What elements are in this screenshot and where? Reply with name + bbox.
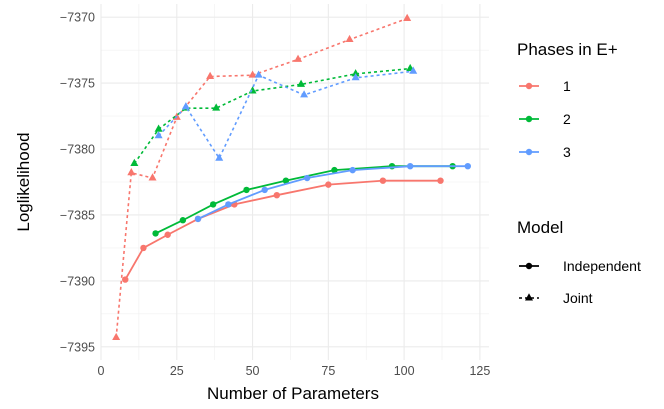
y-tick-label: −7375 xyxy=(60,77,95,91)
legend-label-model: Independent xyxy=(563,258,641,274)
data-point-triangle xyxy=(409,66,418,74)
data-point-triangle xyxy=(148,173,157,181)
series-line-phase-3-joint xyxy=(158,70,414,160)
data-point-circle xyxy=(349,166,356,174)
data-point-circle xyxy=(464,162,471,170)
data-point-triangle xyxy=(181,102,190,110)
data-point-circle xyxy=(152,230,159,237)
legend: Phases in E+ 1 2 3 Model Independent Joint xyxy=(517,40,641,306)
data-point-triangle xyxy=(300,90,309,98)
data-point-circle xyxy=(406,162,414,170)
y-axis-title: Loglikelihood xyxy=(14,132,33,231)
y-tick-label: −7370 xyxy=(60,11,95,25)
data-point-triangle xyxy=(294,54,303,62)
x-tick-label: 25 xyxy=(170,364,184,378)
series-layer xyxy=(112,13,471,341)
legend-label-phase: 1 xyxy=(563,78,571,94)
data-point-circle xyxy=(243,186,250,194)
x-tick-label: 125 xyxy=(469,364,490,378)
data-point-circle xyxy=(194,215,202,223)
series-line-phase-1-joint xyxy=(115,17,408,338)
x-tick-label: 50 xyxy=(246,364,260,378)
data-point-circle xyxy=(379,177,387,184)
x-tick-label: 100 xyxy=(394,364,415,378)
data-point-triangle xyxy=(130,158,139,166)
y-tick-label: −7380 xyxy=(60,143,95,157)
legend-key-point xyxy=(525,148,533,156)
data-point-triangle xyxy=(154,124,163,132)
y-tick-label: −7385 xyxy=(60,208,95,222)
data-point-circle xyxy=(261,186,268,194)
data-point-triangle xyxy=(127,168,136,176)
legend-key-circle xyxy=(525,262,533,270)
legend-key-point xyxy=(525,82,533,90)
data-point-triangle xyxy=(206,71,215,79)
data-point-triangle xyxy=(297,79,306,87)
x-axis-title: Number of Parameters xyxy=(207,384,379,403)
data-point-circle xyxy=(437,177,444,184)
data-point-circle xyxy=(164,231,171,238)
data-point-circle xyxy=(303,174,311,182)
data-point-circle xyxy=(122,276,129,283)
data-point-triangle xyxy=(254,70,263,78)
y-tick-label: −7390 xyxy=(60,274,95,288)
x-tick-label: 0 xyxy=(98,364,105,378)
data-point-triangle xyxy=(212,103,221,111)
y-tick-label: −7395 xyxy=(60,340,95,354)
data-point-circle xyxy=(209,201,217,208)
series-line-phase-1-independent xyxy=(124,179,441,281)
legend-key-point xyxy=(525,115,533,123)
data-point-triangle xyxy=(215,153,224,161)
data-point-circle xyxy=(282,177,290,184)
data-point-triangle xyxy=(403,13,412,21)
data-point-triangle xyxy=(248,70,257,78)
data-point-circle xyxy=(273,191,281,199)
legend-label-model: Joint xyxy=(563,290,593,306)
data-point-triangle xyxy=(345,34,354,43)
data-point-triangle xyxy=(351,73,360,81)
tick-labels: 0 25 50 75 100 125 −7395 −7390 −7385 −7380 −7375 −7… xyxy=(60,11,490,378)
data-point-circle xyxy=(331,166,338,174)
legend-title-phases: Phases in E+ xyxy=(517,40,618,59)
series-line-phase-2-joint xyxy=(133,67,411,165)
series-line-phase-2-independent xyxy=(155,165,453,235)
x-tick-label: 75 xyxy=(321,364,335,378)
data-point-circle xyxy=(179,217,187,224)
data-point-circle xyxy=(140,244,147,252)
data-point-circle xyxy=(225,201,232,208)
data-point-triangle xyxy=(112,332,121,341)
legend-label-phase: 3 xyxy=(563,144,571,160)
data-point-triangle xyxy=(248,86,257,94)
legend-title-model: Model xyxy=(517,218,563,237)
legend-label-phase: 2 xyxy=(563,111,571,127)
data-point-circle xyxy=(325,181,332,188)
data-point-triangle xyxy=(351,69,360,77)
data-point-triangle xyxy=(154,131,163,139)
legend-key-triangle xyxy=(525,293,533,301)
